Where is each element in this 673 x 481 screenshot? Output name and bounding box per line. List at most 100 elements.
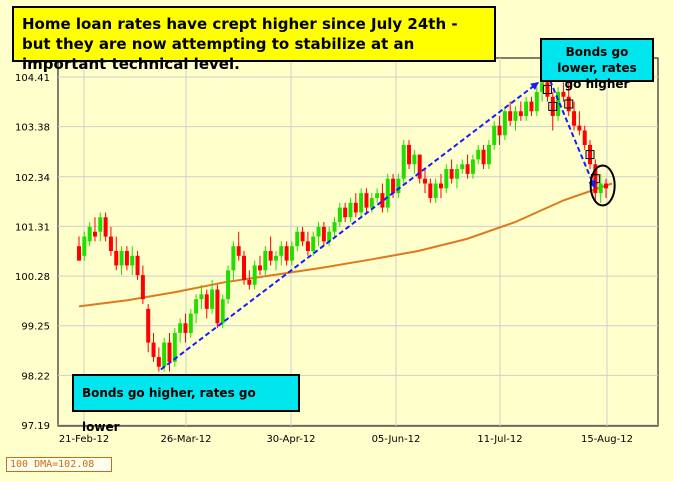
candle-body (561, 91, 566, 97)
y-tick-label: 100.28 (15, 272, 50, 283)
y-tick-label: 102.34 (15, 173, 50, 184)
candles (77, 72, 608, 372)
candle-body (449, 169, 454, 179)
candle-body (417, 154, 422, 179)
candle-body (231, 246, 236, 271)
candle-body (433, 183, 438, 198)
candle-body (529, 101, 534, 112)
candle-body (369, 197, 374, 208)
candle-body (359, 193, 364, 213)
candle-body (103, 217, 108, 237)
candle-body (375, 193, 380, 198)
candle-body (167, 342, 172, 362)
x-tick-label: 11-Jul-12 (477, 434, 522, 445)
candle-body (391, 178, 396, 194)
dma-100-series (78, 182, 613, 308)
marked-candle-box (585, 150, 595, 160)
candle-body (428, 183, 433, 198)
candle-body (226, 270, 231, 300)
x-tick-label: 21-Feb-12 (59, 434, 109, 445)
y-tick-label: 101.31 (15, 222, 50, 233)
y-tick-label: 103.38 (15, 123, 50, 134)
candle-body (289, 246, 294, 261)
candle-body (486, 144, 491, 165)
candle-body (204, 294, 209, 309)
candle-body (508, 111, 513, 121)
candle-body (268, 251, 273, 261)
candle-body (327, 231, 332, 242)
dma-legend-label: 100 DMA=102.08 (6, 457, 112, 472)
y-tick-label: 104.41 (15, 73, 50, 84)
y-tick-label: 98.22 (21, 371, 50, 382)
candle-body (572, 111, 577, 126)
candle-body (332, 222, 337, 232)
candle-body (566, 96, 571, 112)
candle-body (140, 275, 145, 300)
stabilization-circle (589, 164, 616, 207)
candle-body (337, 207, 342, 223)
plot-area (57, 57, 659, 427)
y-tick-label: 97.19 (21, 421, 50, 432)
candle-body (77, 246, 81, 261)
candle-body (598, 183, 603, 194)
candle-body (252, 265, 257, 285)
candle-body (604, 183, 608, 189)
candle-body (114, 251, 119, 266)
candle-body (423, 178, 428, 184)
candle-body (321, 226, 326, 242)
candle-body (380, 193, 385, 208)
candle-body (300, 231, 305, 242)
candle-body (465, 164, 470, 174)
headline-callout: Home loan rates have crept higher since … (12, 6, 496, 73)
candle-body (284, 246, 289, 261)
marked-candle-box (542, 85, 552, 95)
downtrend-arrow (549, 80, 596, 189)
candle-body (401, 144, 406, 179)
bonds-lower-callout: Bonds go lower, rates go higher (540, 38, 654, 91)
candle-body (135, 255, 140, 276)
candle-body (524, 101, 529, 117)
x-tick-label: 30-Apr-12 (266, 434, 315, 445)
candle-body (492, 125, 497, 145)
candle-body (279, 246, 284, 256)
candle-body (593, 164, 598, 194)
candle-body (454, 169, 459, 179)
candle-body (481, 149, 486, 165)
candle-body (183, 323, 188, 333)
candle-body (215, 289, 220, 324)
candle-body (545, 82, 550, 97)
candle-body (119, 251, 124, 266)
candle-body (343, 207, 348, 218)
candle-body (162, 342, 167, 367)
candle-body (550, 96, 555, 117)
candle-body (407, 144, 412, 165)
candle-body (210, 289, 215, 309)
candle-body (220, 299, 225, 324)
candle-body (199, 294, 204, 300)
candle-body (273, 255, 278, 261)
candle-body (460, 164, 465, 170)
candle-body (98, 217, 103, 232)
candle-body (247, 279, 252, 285)
y-tick-label: 99.25 (21, 322, 50, 333)
dma-100-line (78, 182, 613, 308)
candle-body (108, 236, 113, 251)
candle-body (188, 313, 193, 333)
marked-candle-box (548, 101, 558, 111)
candle-body (263, 251, 268, 271)
candle-body (476, 149, 481, 160)
candle-body (588, 144, 593, 165)
x-tick-label: 15-Aug-12 (581, 434, 633, 445)
candle-body (444, 169, 449, 189)
candle-body (82, 236, 87, 256)
candle-body (236, 246, 241, 256)
candle-body (556, 91, 561, 117)
candle-body (396, 178, 401, 194)
candle-body (582, 130, 587, 145)
trend-arrows (160, 80, 616, 371)
candle-body (295, 231, 300, 247)
bonds-higher-callout: Bonds go higher, rates go lower (72, 374, 300, 434)
candle-body (577, 125, 582, 131)
candle-body (242, 255, 247, 280)
